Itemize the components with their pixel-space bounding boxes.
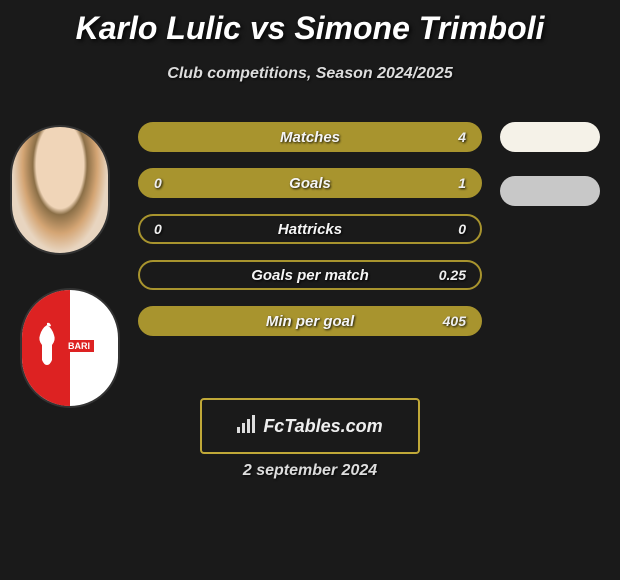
- club-badge-text: BARI: [64, 340, 94, 352]
- page-subtitle: Club competitions, Season 2024/2025: [0, 47, 620, 83]
- stat-row-goals-per-match: Goals per match 0.25: [138, 260, 482, 290]
- stat-row-min-per-goal: Min per goal 405: [138, 306, 482, 336]
- footer-date: 2 september 2024: [0, 462, 620, 480]
- stat-right-value: 1: [458, 175, 466, 191]
- player1-avatar: [10, 125, 110, 255]
- page-title: Karlo Lulic vs Simone Trimboli: [0, 0, 620, 47]
- stat-label: Min per goal: [266, 313, 354, 330]
- stat-left-value: 0: [154, 221, 162, 237]
- stats-container: Matches 4 0 Goals 1 0 Hattricks 0 Goals …: [138, 122, 482, 352]
- stat-label: Hattricks: [278, 221, 342, 238]
- stat-right-value: 405: [443, 313, 466, 329]
- rooster-icon: [32, 320, 62, 370]
- stat-row-hattricks: 0 Hattricks 0: [138, 214, 482, 244]
- stat-left-value: 0: [154, 175, 162, 191]
- stat-right-value: 4: [458, 129, 466, 145]
- stat-label: Goals per match: [251, 267, 369, 284]
- stat-row-goals: 0 Goals 1: [138, 168, 482, 198]
- footer-brand-box: FcTables.com: [200, 398, 420, 454]
- club-badge: BARI: [20, 288, 120, 408]
- stat-label: Goals: [289, 175, 331, 192]
- chart-icon: [237, 415, 257, 438]
- footer-brand-text: FcTables.com: [263, 416, 382, 437]
- stat-right-value: 0: [458, 221, 466, 237]
- player1-pill: [500, 122, 600, 152]
- player2-pill: [500, 176, 600, 206]
- stat-row-matches: Matches 4: [138, 122, 482, 152]
- stat-label: Matches: [280, 129, 340, 146]
- stat-right-value: 0.25: [439, 267, 466, 283]
